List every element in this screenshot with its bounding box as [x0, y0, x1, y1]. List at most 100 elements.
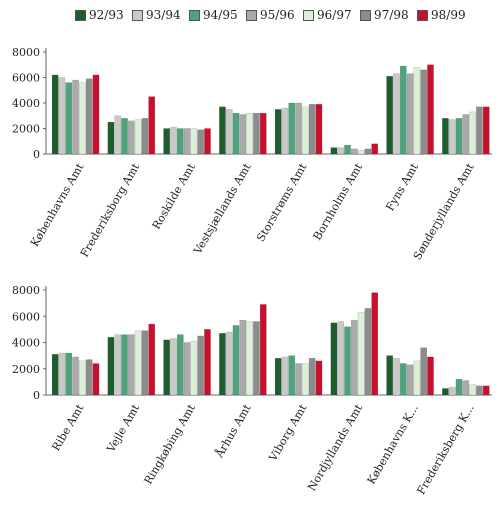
x-category-label: Roskilde Amt	[150, 161, 199, 232]
bar	[121, 118, 128, 155]
legend-label: 96/97	[317, 8, 352, 22]
bar	[107, 121, 115, 155]
bar	[259, 112, 267, 155]
bar	[337, 321, 345, 396]
legend-swatch	[246, 9, 257, 21]
bar	[386, 355, 393, 396]
x-category-label: Viborg Amt	[266, 402, 310, 465]
bar	[357, 312, 365, 396]
bar	[134, 330, 142, 396]
bar	[128, 120, 135, 155]
bar	[406, 73, 414, 155]
legend-swatch	[360, 9, 371, 21]
bar	[204, 329, 211, 396]
bar	[462, 380, 470, 396]
bar	[315, 104, 323, 155]
bar	[204, 128, 211, 155]
x-category-label: Bornholms Amt	[311, 161, 366, 243]
bar	[176, 128, 184, 155]
bar	[399, 65, 407, 155]
bar	[232, 325, 240, 396]
x-category-label: Nordjyllands Amt	[305, 402, 365, 494]
bar	[72, 356, 79, 396]
bar	[197, 335, 204, 396]
bar	[469, 111, 476, 155]
legend-item: 93/94	[132, 8, 181, 22]
bar	[170, 338, 177, 396]
legend-label: 94/95	[203, 8, 238, 22]
bar	[448, 386, 456, 396]
bar	[420, 347, 427, 396]
bar	[246, 112, 253, 155]
bar	[288, 102, 296, 155]
bar	[295, 363, 302, 396]
x-category-label: Sønderjyllands Amt	[411, 161, 477, 263]
bar	[225, 109, 233, 155]
bar	[393, 358, 400, 396]
y-tick-label: 2000	[12, 123, 40, 136]
bar	[114, 115, 122, 155]
legend-item: 95/96	[246, 8, 295, 22]
bar	[420, 69, 427, 155]
bar	[197, 129, 204, 155]
bar	[274, 358, 282, 396]
bar	[148, 96, 156, 155]
bar	[302, 106, 309, 155]
y-tick-label: 0	[33, 148, 40, 161]
bar	[170, 127, 177, 155]
bar	[219, 333, 226, 396]
bar	[239, 114, 247, 155]
y-tick-label: 6000	[12, 310, 40, 323]
x-category-label: Storstrøms Amt	[254, 161, 310, 244]
bar	[364, 308, 372, 396]
bar	[330, 147, 338, 155]
y-tick-label: 8000	[12, 284, 40, 297]
bar	[128, 334, 135, 396]
legend-label: 95/96	[260, 8, 295, 22]
y-tick-label: 8000	[12, 46, 40, 59]
y-tick-label: 0	[33, 389, 40, 402]
bar	[114, 334, 122, 396]
x-category-label: Ringkøbing Amt	[142, 402, 199, 487]
x-category-label: Vestsjællands Amt	[191, 160, 254, 257]
bar	[442, 118, 449, 155]
legend-item: 96/97	[303, 8, 352, 22]
y-tick-label: 4000	[12, 337, 40, 350]
bar	[134, 119, 142, 155]
bar	[232, 112, 240, 155]
bar	[364, 148, 372, 155]
bar	[274, 109, 282, 155]
bar	[121, 334, 128, 396]
bar	[259, 304, 267, 396]
bar	[455, 379, 463, 396]
bar	[482, 106, 490, 155]
chart-legend: 92/93 93/94 94/95 95/96 96/97 97/98 98/99	[0, 4, 500, 26]
bar	[225, 331, 233, 396]
bar	[308, 104, 316, 155]
bar	[344, 326, 351, 396]
bar	[51, 354, 59, 396]
bar	[469, 384, 476, 396]
bar	[79, 82, 86, 155]
bar	[163, 339, 170, 396]
bar	[351, 319, 358, 396]
bar	[79, 360, 86, 396]
bar	[65, 82, 73, 155]
legend-swatch	[189, 9, 200, 21]
bar	[183, 128, 191, 155]
bar	[219, 106, 226, 155]
x-category-label: Københavns K...	[365, 402, 421, 487]
y-tick-label: 6000	[12, 72, 40, 85]
bar	[92, 363, 100, 396]
legend-item: 94/95	[189, 8, 238, 22]
legend-label: 92/93	[89, 8, 124, 22]
y-tick-label: 2000	[12, 363, 40, 376]
legend-label: 97/98	[374, 8, 409, 22]
bar	[141, 118, 149, 155]
bar	[351, 148, 358, 155]
bar	[337, 147, 345, 155]
bar	[393, 73, 400, 155]
bar	[386, 76, 393, 155]
bar	[239, 319, 247, 396]
bar	[281, 107, 289, 155]
